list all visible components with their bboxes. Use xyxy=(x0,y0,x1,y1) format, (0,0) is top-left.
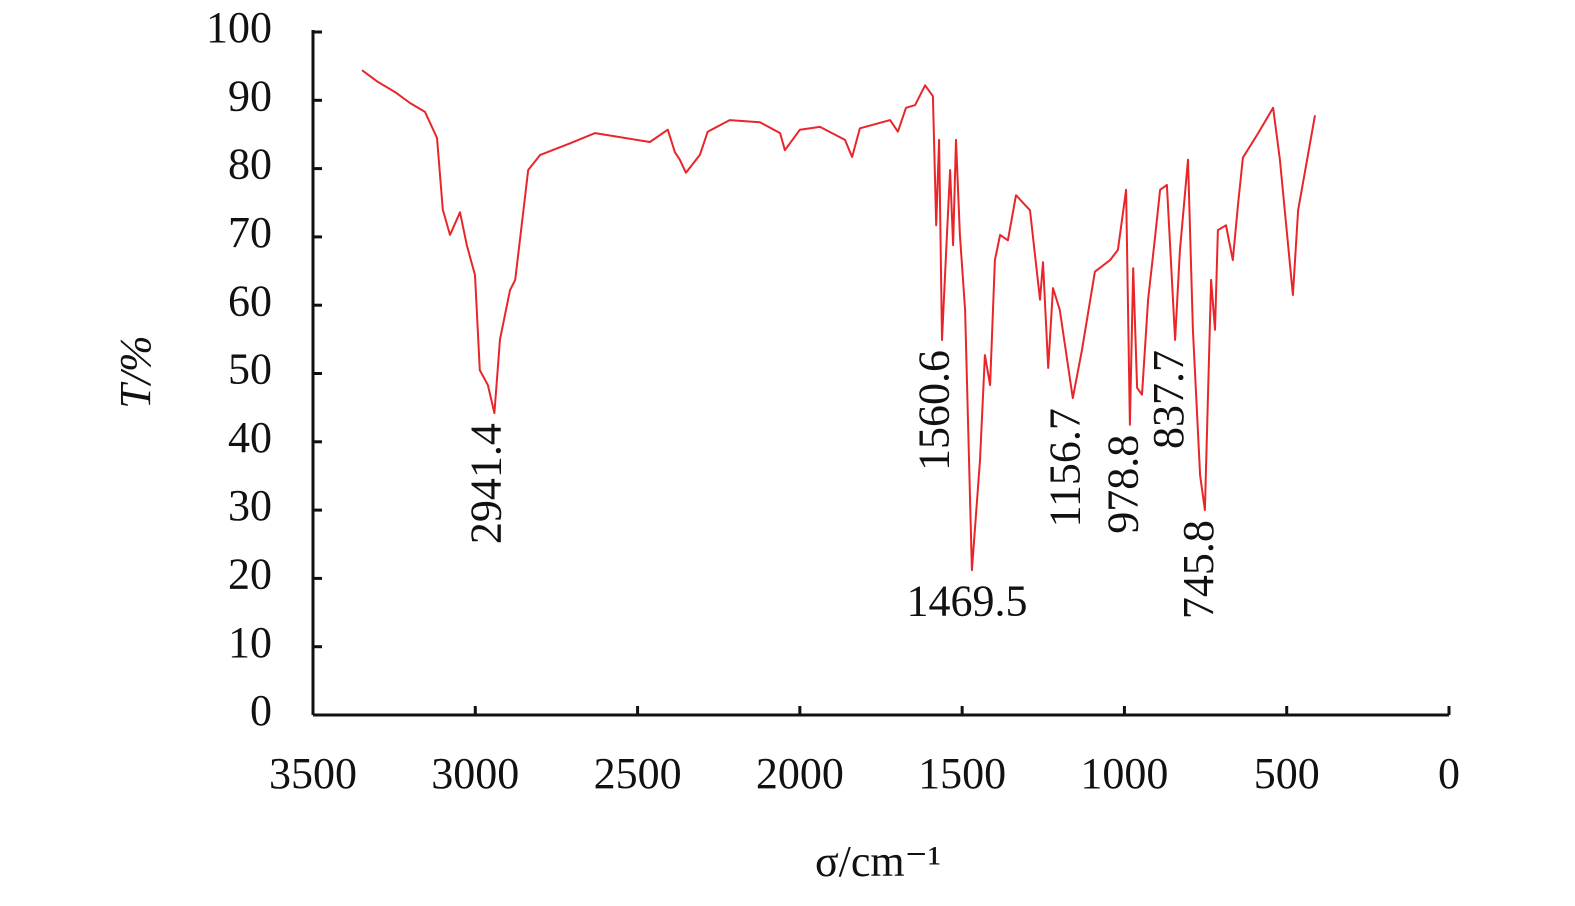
y-tick-label: 0 xyxy=(250,686,272,735)
y-tick-label: 40 xyxy=(228,413,272,462)
y-axis-label: T/% xyxy=(111,335,160,408)
y-tick-label: 50 xyxy=(228,345,272,394)
peak-label: 1560.6 xyxy=(910,350,959,471)
peak-label: 1469.5 xyxy=(907,576,1028,625)
x-tick-label: 3500 xyxy=(269,749,357,798)
y-tick-label: 60 xyxy=(228,276,272,325)
peak-label: 745.8 xyxy=(1174,520,1223,619)
y-tick-label: 100 xyxy=(206,3,272,52)
y-tick-label: 10 xyxy=(228,618,272,667)
peak-label: 2941.4 xyxy=(461,423,510,544)
peak-label: 978.8 xyxy=(1098,435,1147,534)
x-tick-label: 3000 xyxy=(431,749,519,798)
peak-label: 837.7 xyxy=(1144,350,1193,449)
x-tick-label: 500 xyxy=(1254,749,1320,798)
x-tick-label: 1500 xyxy=(918,749,1006,798)
peak-label: 1156.7 xyxy=(1041,408,1090,527)
spectrum-line xyxy=(361,69,1316,572)
x-tick-label: 2500 xyxy=(594,749,682,798)
y-tick-label: 90 xyxy=(228,71,272,120)
x-tick-label: 0 xyxy=(1438,749,1460,798)
y-tick-label: 30 xyxy=(228,481,272,530)
x-tick-label: 2000 xyxy=(756,749,844,798)
y-tick-label: 20 xyxy=(228,549,272,598)
y-tick-label: 70 xyxy=(228,208,272,257)
y-tick-label: 80 xyxy=(228,140,272,189)
x-axis-label: σ/cm⁻¹ xyxy=(815,837,941,886)
x-tick-label: 1000 xyxy=(1080,749,1168,798)
